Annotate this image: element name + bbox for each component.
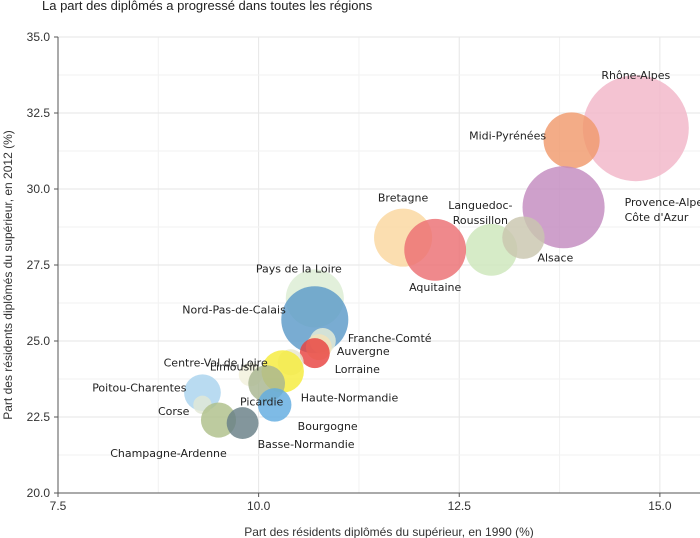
y-axis-label: Part des résidents diplômés du supérieur… (1, 130, 15, 420)
y-tick-label: 27.5 (27, 258, 51, 272)
y-tick-label: 30.0 (27, 182, 51, 196)
bubble (582, 75, 689, 182)
bubble-label: Bretagne (378, 192, 429, 205)
bubble-label: Picardie (240, 396, 284, 409)
y-tick-label: 35.0 (27, 30, 51, 44)
bubble-label: Aquitaine (409, 281, 461, 294)
axes: 7.5 10.0 12.5 15.0 20.0 22.5 25.0 27.5 30.0 32.5 3… (27, 30, 700, 513)
y-tick-label: 32.5 (27, 106, 51, 120)
label-layer: Rhône-Alpes Midi-Pyrénées Provence-Alpes-C… (92, 69, 700, 460)
bubble (522, 166, 605, 249)
x-axis-label: Part des résidents diplômés du supérieur… (244, 525, 534, 538)
bubble-label: Rhône-Alpes (601, 69, 670, 82)
bubble (226, 407, 259, 439)
bubble (184, 374, 221, 412)
bubble-label: Midi-Pyrénées (469, 129, 546, 142)
bubble-label: Poitou-Charentes (92, 382, 187, 395)
bubble-label: Lorraine (335, 363, 380, 376)
bubble (543, 112, 600, 169)
y-tick-label: 22.5 (27, 410, 51, 424)
bubble-label: Bourgogne (298, 420, 358, 433)
bubble-layer (184, 75, 689, 439)
bubble-label: Haute-Normandie (301, 391, 399, 404)
bubble (404, 218, 467, 281)
bubble-label: Champagne-Ardenne (110, 447, 227, 460)
bubble-label: Corse (158, 405, 190, 418)
x-tick-label: 12.5 (448, 499, 472, 513)
bubble-label: Provence-Alpes-Côte d'Azur (625, 196, 700, 224)
bubble-label: Limousin (210, 360, 259, 373)
bubble-label: Languedoc-Roussillon (448, 199, 512, 227)
bubble (200, 402, 237, 438)
bubble-label: Centre-Val de Loire (164, 356, 268, 369)
bubble-label: Franche-Comté (348, 332, 432, 345)
x-tick-label: 7.5 (50, 499, 67, 513)
bubble (299, 338, 330, 369)
chart-title: La part des diplômés a progressé dans to… (42, 0, 373, 13)
y-tick-label: 25.0 (27, 334, 51, 348)
bubble (502, 216, 545, 259)
bubble-label: Alsace (537, 252, 573, 265)
bubble (257, 388, 292, 422)
x-tick-label: 10.0 (247, 499, 271, 513)
bubble-label: Pays de la Loire (256, 262, 342, 275)
bubble-label: Nord-Pas-de-Calais (182, 304, 286, 317)
y-tick-label: 20.0 (27, 486, 51, 500)
bubble-label: Auvergne (337, 345, 390, 358)
bubble-label: Basse-Normandie (258, 438, 355, 451)
x-tick-label: 15.0 (648, 499, 672, 513)
